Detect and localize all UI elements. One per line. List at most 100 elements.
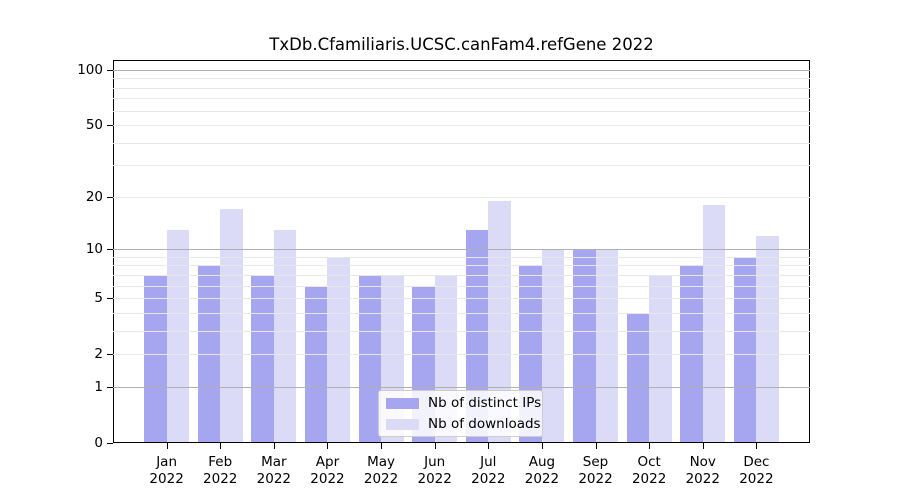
- bar-distinct-ips-jul: [465, 229, 489, 442]
- y-tick-0: [107, 443, 113, 444]
- bar-downloads-sep: [595, 249, 619, 442]
- x-tick-label-nov: Nov 2022: [675, 454, 731, 487]
- y-tick-label-100: 100: [77, 61, 103, 78]
- legend-swatch-distinct-ips: [386, 397, 419, 409]
- minor-gridline-20: [113, 196, 810, 198]
- y-tick-20: [107, 196, 113, 198]
- minor-gridline-8: [113, 265, 810, 267]
- major-gridline-1: [113, 386, 810, 388]
- x-tick-label-feb: Feb 2022: [192, 454, 248, 487]
- bar-distinct-ips-oct: [626, 312, 650, 442]
- x-tick-jul: [488, 443, 490, 449]
- bar-downloads-jan: [166, 229, 190, 442]
- y-tick-label-20: 20: [85, 188, 103, 205]
- y-tick-label-1: 1: [94, 378, 103, 395]
- x-tick-year-jan: 2022: [149, 470, 184, 487]
- bar-distinct-ips-mar: [251, 274, 274, 442]
- bar-distinct-ips-sep: [573, 249, 596, 442]
- x-tick-year-nov: 2022: [685, 470, 720, 487]
- x-tick-dec: [756, 443, 758, 449]
- minor-gridline-6: [113, 285, 810, 287]
- bar-distinct-ips-nov: [680, 265, 703, 442]
- x-tick-label-dec: Dec 2022: [728, 454, 784, 487]
- x-tick-year-jul: 2022: [471, 470, 506, 487]
- minor-gridline-9: [113, 256, 810, 258]
- minor-gridline-7: [113, 274, 810, 276]
- y-tick-2: [107, 354, 113, 356]
- x-tick-aug: [541, 443, 543, 449]
- legend-swatch-downloads: [386, 418, 419, 430]
- bar-distinct-ips-apr: [304, 285, 328, 442]
- x-tick-label-may: May 2022: [353, 454, 409, 487]
- legend-label-downloads: Nb of downloads: [428, 416, 541, 432]
- minor-gridline-2: [113, 354, 810, 356]
- y-tick-label-10: 10: [85, 241, 103, 258]
- x-tick-label-oct: Oct 2022: [621, 454, 677, 487]
- x-tick-feb: [220, 443, 222, 449]
- x-tick-year-aug: 2022: [524, 470, 560, 487]
- bar-distinct-ips-feb: [197, 265, 221, 442]
- bar-downloads-jul: [488, 200, 511, 442]
- y-tick-5: [107, 298, 113, 300]
- x-tick-year-apr: 2022: [310, 470, 345, 487]
- x-tick-apr: [327, 443, 329, 449]
- minor-gridline-40: [113, 142, 810, 144]
- major-gridline-100: [113, 69, 810, 71]
- x-tick-label-jan: Jan 2022: [139, 454, 195, 487]
- chart-title: TxDb.Cfamiliaris.UCSC.canFam4.refGene 20…: [269, 35, 654, 54]
- x-tick-label-mar: Mar 2022: [246, 454, 302, 487]
- minor-gridline-60: [113, 110, 810, 112]
- x-tick-label-sep: Sep 2022: [568, 454, 624, 487]
- x-tick-year-feb: 2022: [203, 470, 238, 487]
- minor-gridline-30: [113, 165, 810, 167]
- legend-label-distinct-ips: Nb of distinct IPs: [428, 395, 542, 411]
- x-tick-oct: [649, 443, 651, 449]
- x-tick-year-dec: 2022: [739, 470, 774, 487]
- x-tick-jan: [166, 443, 168, 449]
- minor-gridline-4: [113, 312, 810, 314]
- y-tick-label-0: 0: [94, 435, 103, 451]
- y-tick-1: [107, 386, 113, 388]
- bar-distinct-ips-jan: [144, 274, 167, 442]
- x-tick-year-jun: 2022: [417, 470, 452, 487]
- bar-downloads-feb: [220, 209, 243, 442]
- legend-item-downloads: Nb of downloads: [386, 415, 541, 433]
- legend-item-distinct-ips: Nb of distinct IPs: [386, 394, 541, 412]
- x-tick-mar: [273, 443, 275, 449]
- y-tick-label-5: 5: [94, 290, 103, 307]
- minor-gridline-5: [113, 298, 810, 300]
- bar-downloads-apr: [327, 256, 350, 442]
- minor-gridline-3: [113, 330, 810, 332]
- bar-downloads-mar: [273, 229, 297, 442]
- bar-downloads-aug: [541, 249, 565, 442]
- bar-downloads-dec: [756, 235, 779, 442]
- x-tick-jun: [434, 443, 436, 449]
- bar-downloads-oct: [649, 274, 672, 442]
- x-tick-label-apr: Apr 2022: [299, 454, 355, 487]
- bar-distinct-ips-dec: [733, 256, 757, 442]
- y-tick-10: [107, 249, 113, 251]
- y-tick-label-50: 50: [85, 117, 103, 134]
- x-tick-label-jun: Jun 2022: [407, 454, 463, 487]
- x-tick-may: [381, 443, 383, 449]
- major-gridline-10: [113, 249, 810, 251]
- y-tick-label-2: 2: [94, 346, 103, 363]
- bar-distinct-ips-may: [358, 274, 382, 442]
- bar-downloads-nov: [702, 204, 726, 442]
- y-tick-50: [107, 125, 113, 127]
- x-tick-label-aug: Aug 2022: [514, 454, 570, 487]
- x-tick-year-mar: 2022: [256, 470, 292, 487]
- x-tick-nov: [702, 443, 704, 449]
- minor-gridline-80: [113, 87, 810, 89]
- minor-gridline-90: [113, 78, 810, 80]
- x-tick-year-oct: 2022: [631, 470, 667, 487]
- minor-gridline-50: [113, 125, 810, 127]
- x-tick-year-sep: 2022: [578, 470, 613, 487]
- x-tick-sep: [595, 443, 597, 449]
- x-tick-year-may: 2022: [363, 470, 399, 487]
- y-tick-100: [107, 69, 113, 71]
- legend: Nb of distinct IPs Nb of downloads: [378, 390, 543, 437]
- minor-gridline-70: [113, 98, 810, 100]
- x-tick-label-jul: Jul 2022: [460, 454, 516, 487]
